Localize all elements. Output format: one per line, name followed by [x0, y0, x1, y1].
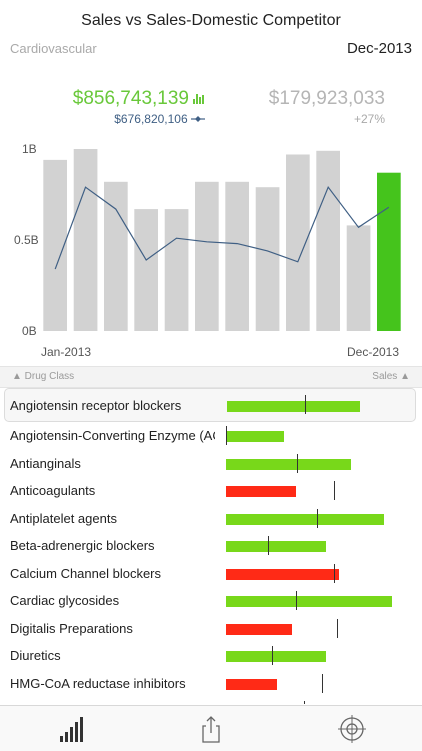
- target-marker: [226, 426, 227, 445]
- list-item-label: Antianginals: [10, 455, 81, 471]
- chart-title: Sales vs Sales-Domestic Competitor: [81, 12, 341, 29]
- chart-bar[interactable]: [346, 225, 371, 331]
- tab-bar: [0, 705, 422, 751]
- list-item-label: Diuretics: [10, 648, 61, 663]
- list-item-label: Calcium Channel blockers: [10, 565, 162, 581]
- sales-bar: [226, 623, 293, 635]
- target-marker: [317, 508, 319, 528]
- sales-bar: [226, 431, 285, 442]
- secondary-total: $676,820,106: [0, 112, 205, 126]
- list-item-label: Anticoagulants: [10, 483, 96, 498]
- sales-bar: [227, 401, 360, 412]
- secondary-total-value: $676,820,106: [114, 112, 188, 126]
- chart-bar[interactable]: [316, 150, 340, 331]
- sort-drug-class[interactable]: ▲ Drug Class: [12, 371, 75, 382]
- chart-bar[interactable]: [225, 181, 249, 331]
- sales-bar: [226, 651, 326, 662]
- chart-bar[interactable]: [255, 187, 280, 331]
- sales-bar: [226, 513, 384, 525]
- chart-bar[interactable]: [164, 209, 189, 331]
- list-item[interactable]: Statins: [0, 697, 422, 704]
- list-item[interactable]: Beta-adrenergic blockers: [0, 532, 422, 559]
- y-tick-0-5b: 0.5B: [14, 233, 39, 247]
- signal-bars-icon[interactable]: [56, 714, 86, 744]
- target-marker: [333, 563, 335, 583]
- list-item-label: Antiplatelet agents: [10, 510, 117, 526]
- target-marker: [305, 395, 307, 414]
- list-item-label: Angiotensin-Converting Enzyme (AC…: [10, 428, 215, 443]
- list-item-label: Digitalis Preparations: [10, 620, 133, 636]
- list-item[interactable]: Digitalis Preparations: [0, 615, 422, 642]
- list-item[interactable]: HMG-CoA reductase inhibitors: [0, 670, 422, 697]
- sales-total-value: $856,743,139: [72, 88, 189, 110]
- sales-total: $856,743,139: [0, 88, 205, 110]
- list-item[interactable]: Angiotensin receptor blockers: [4, 388, 416, 422]
- target-marker: [297, 453, 299, 473]
- list-item[interactable]: Calcium Channel blockers: [0, 560, 422, 587]
- list-item[interactable]: Cardiac glycosides: [0, 587, 422, 614]
- list-item[interactable]: Angiotensin-Converting Enzyme (AC…: [0, 422, 422, 449]
- y-tick-1b: 1B: [22, 142, 37, 156]
- sales-bar: [226, 541, 326, 552]
- list-item[interactable]: Antianginals: [0, 450, 422, 477]
- chart-bar[interactable]: [286, 154, 310, 332]
- target-marker: [304, 701, 306, 704]
- list-item-label: Angiotensin receptor blockers: [10, 398, 182, 413]
- diamond-marker-icon: [191, 112, 205, 126]
- list-item-label: HMG-CoA reductase inhibitors: [10, 675, 186, 691]
- chart-bar[interactable]: [73, 149, 98, 331]
- bar-chart-mini-icon: [193, 88, 205, 110]
- x-tick-start: Jan-2013: [41, 345, 91, 359]
- target-marker: [322, 673, 324, 693]
- target-marker: [272, 646, 274, 665]
- change-percent: +27%: [353, 112, 385, 126]
- target-marker: [333, 481, 335, 500]
- competitor-total: $179,923,033: [268, 88, 385, 109]
- list-item-label: Statins: [10, 703, 215, 704]
- sales-bar: [226, 458, 351, 470]
- y-tick-0b: 0B: [22, 324, 37, 338]
- chart-line-series: [54, 185, 390, 270]
- list-item[interactable]: Antiplatelet agents: [0, 505, 422, 532]
- list-item[interactable]: Anticoagulants: [0, 477, 422, 504]
- sales-chart[interactable]: 1B 0.5B 0B Jan-2013 Dec-2013: [0, 138, 422, 364]
- target-icon[interactable]: [337, 714, 367, 744]
- drug-class-list[interactable]: Angiotensin receptor blockers Angiotensin…: [0, 388, 422, 704]
- list-header: ▲ Drug Class Sales ▲: [0, 366, 422, 388]
- list-item[interactable]: Diuretics: [0, 642, 422, 669]
- x-tick-end: Dec-2013: [347, 345, 399, 359]
- chart-bar[interactable]: [377, 172, 401, 331]
- share-icon[interactable]: [196, 714, 226, 744]
- period-label[interactable]: Dec-2013: [346, 40, 412, 57]
- target-marker: [267, 536, 269, 555]
- sort-sales[interactable]: Sales ▲: [372, 371, 410, 382]
- sales-bar: [226, 486, 296, 497]
- sales-bar: [226, 678, 278, 690]
- category-label[interactable]: Cardiovascular: [10, 41, 97, 56]
- chart-bar[interactable]: [43, 159, 67, 331]
- chart-bar[interactable]: [104, 181, 128, 331]
- target-marker: [337, 618, 339, 638]
- sales-bar: [226, 596, 392, 607]
- sales-bar: [226, 568, 339, 580]
- chart-bar[interactable]: [134, 209, 158, 331]
- list-item-label: Cardiac glycosides: [10, 593, 120, 608]
- target-marker: [295, 591, 297, 610]
- chart-bar[interactable]: [195, 181, 219, 331]
- list-item-label: Beta-adrenergic blockers: [10, 538, 155, 553]
